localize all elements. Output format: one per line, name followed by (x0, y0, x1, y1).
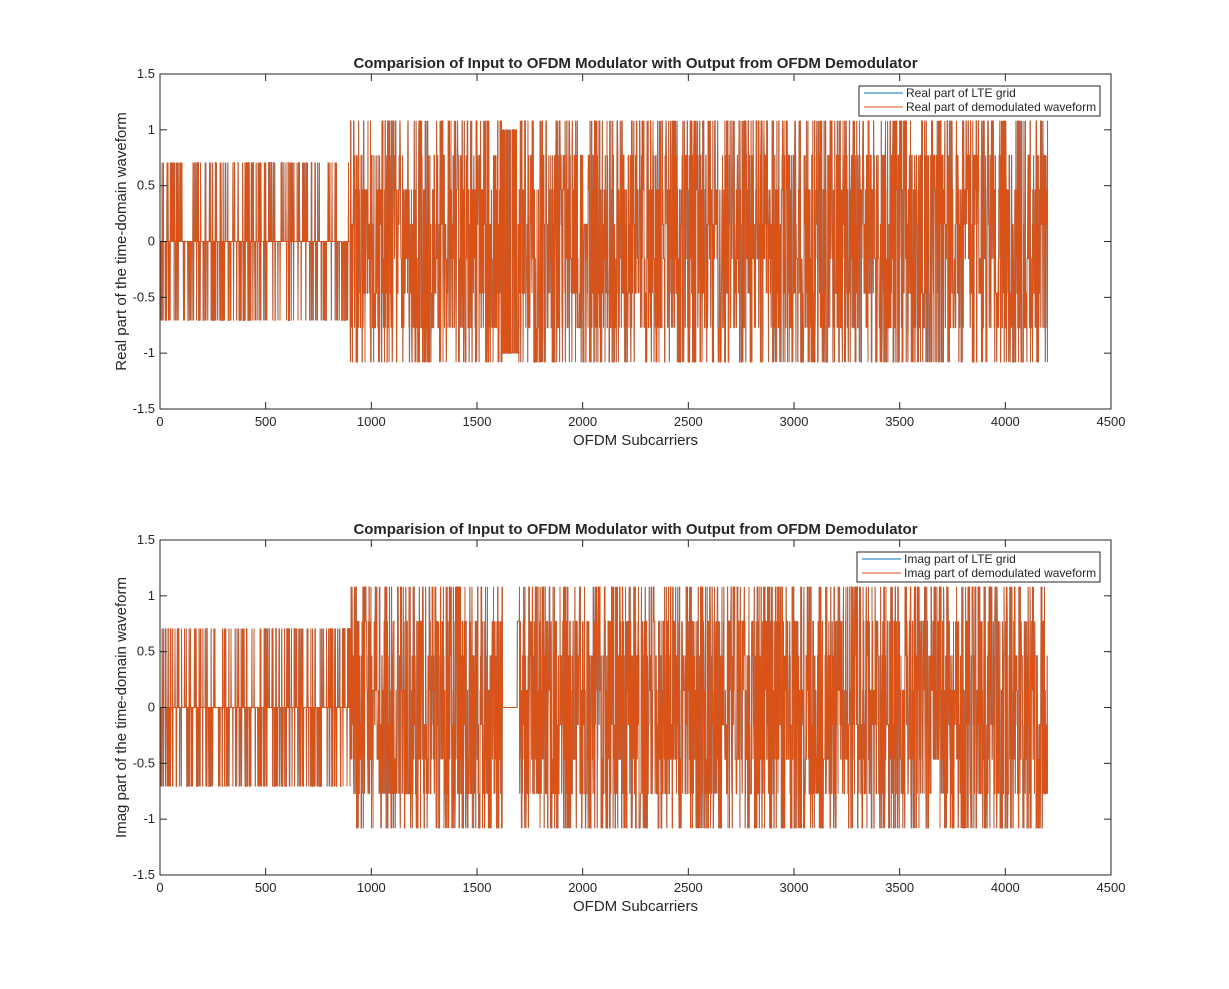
y-tick-label: 1.5 (137, 532, 155, 547)
x-tick-label: 2500 (674, 880, 703, 895)
x-tick-label: 4500 (1097, 880, 1126, 895)
x-axis-label: OFDM Subcarriers (573, 898, 698, 915)
x-tick-label: 4000 (991, 414, 1020, 429)
y-tick-label: -0.5 (133, 755, 155, 770)
y-tick-label: -1.5 (133, 401, 155, 416)
series-line-2 (160, 586, 1049, 829)
chart-title: Comparision of Input to OFDM Modulator w… (353, 521, 917, 538)
y-tick-label: 0.5 (137, 178, 155, 193)
y-axis-label: Real part of the time-domain waveform (113, 112, 130, 370)
y-tick-label: 1 (148, 122, 155, 137)
y-tick-label: 1 (148, 588, 155, 603)
x-tick-label: 3000 (780, 880, 809, 895)
y-tick-label: -1 (143, 345, 155, 360)
x-tick-label: 1500 (463, 414, 492, 429)
y-tick-label: -1 (143, 811, 155, 826)
y-tick-label: -0.5 (133, 289, 155, 304)
legend-box (858, 85, 1101, 117)
subplot-1: 0 500 1000 1500 2000 2500 3000 3500 4000 4500 -1.5… (113, 55, 1125, 449)
x-tick-label: 500 (255, 880, 277, 895)
x-tick-label: 1500 (463, 880, 492, 895)
subplot-2: 0 500 1000 1500 2000 2500 3000 3500 4000 4500 -1.5… (113, 521, 1125, 915)
x-tick-label: 4500 (1097, 414, 1126, 429)
x-tick-label: 3000 (780, 414, 809, 429)
legend-box (856, 551, 1101, 583)
legend-entry-1: Imag part of LTE grid (904, 552, 1016, 566)
x-axis-label: OFDM Subcarriers (573, 432, 698, 449)
legend-entry-1: Real part of LTE grid (906, 86, 1016, 100)
x-tick-label: 2000 (568, 880, 597, 895)
x-tick-label: 4000 (991, 880, 1020, 895)
x-tick-label: 3500 (885, 414, 914, 429)
x-tick-label: 0 (156, 880, 163, 895)
x-tick-label: 1000 (357, 880, 386, 895)
x-tick-label: 3500 (885, 880, 914, 895)
chart-title: Comparision of Input to OFDM Modulator w… (353, 55, 917, 72)
y-tick-label: 0.5 (137, 644, 155, 659)
y-tick-label: -1.5 (133, 867, 155, 882)
y-tick-label: 0 (148, 700, 155, 715)
x-tick-label: 2000 (568, 414, 597, 429)
series-line-2 (160, 120, 1049, 363)
y-tick-label: 0 (148, 234, 155, 249)
x-tick-label: 1000 (357, 414, 386, 429)
x-tick-label: 500 (255, 414, 277, 429)
x-tick-label: 2500 (674, 414, 703, 429)
x-tick-label: 0 (156, 414, 163, 429)
legend-entry-2: Real part of demodulated waveform (906, 100, 1096, 114)
y-tick-label: 1.5 (137, 66, 155, 81)
y-axis-label: Imag part of the time-domain waveform (113, 577, 130, 838)
legend-entry-2: Imag part of demodulated waveform (904, 566, 1096, 580)
